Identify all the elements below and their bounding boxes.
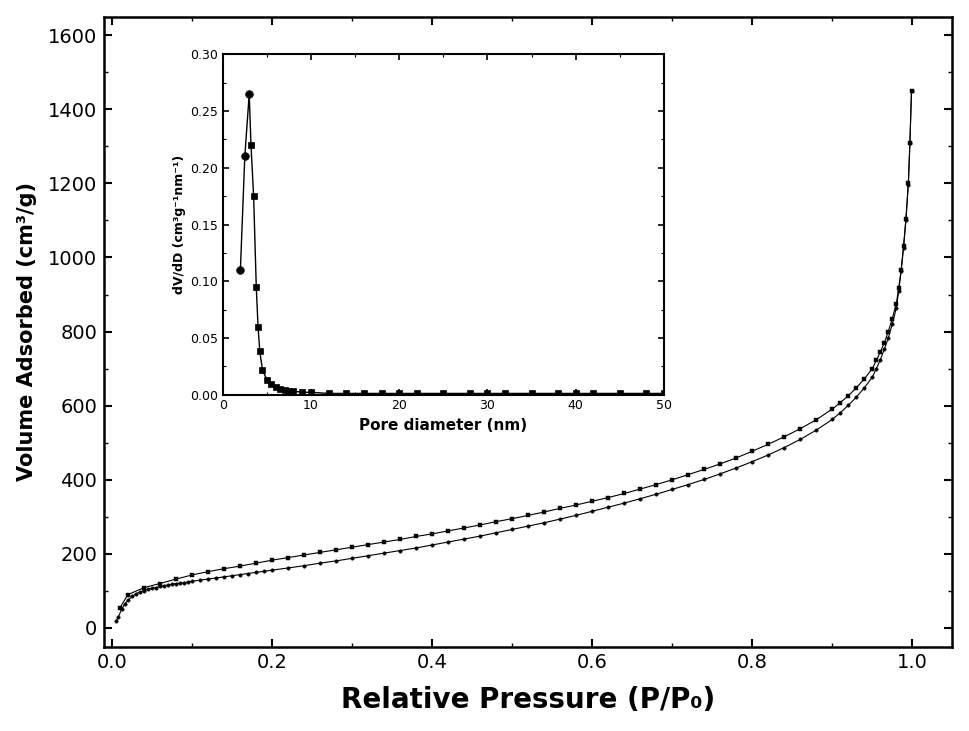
X-axis label: Relative Pressure (P/P₀): Relative Pressure (P/P₀) (341, 686, 715, 714)
Y-axis label: Volume Adsorbed (cm³/g): Volume Adsorbed (cm³/g) (16, 182, 37, 481)
